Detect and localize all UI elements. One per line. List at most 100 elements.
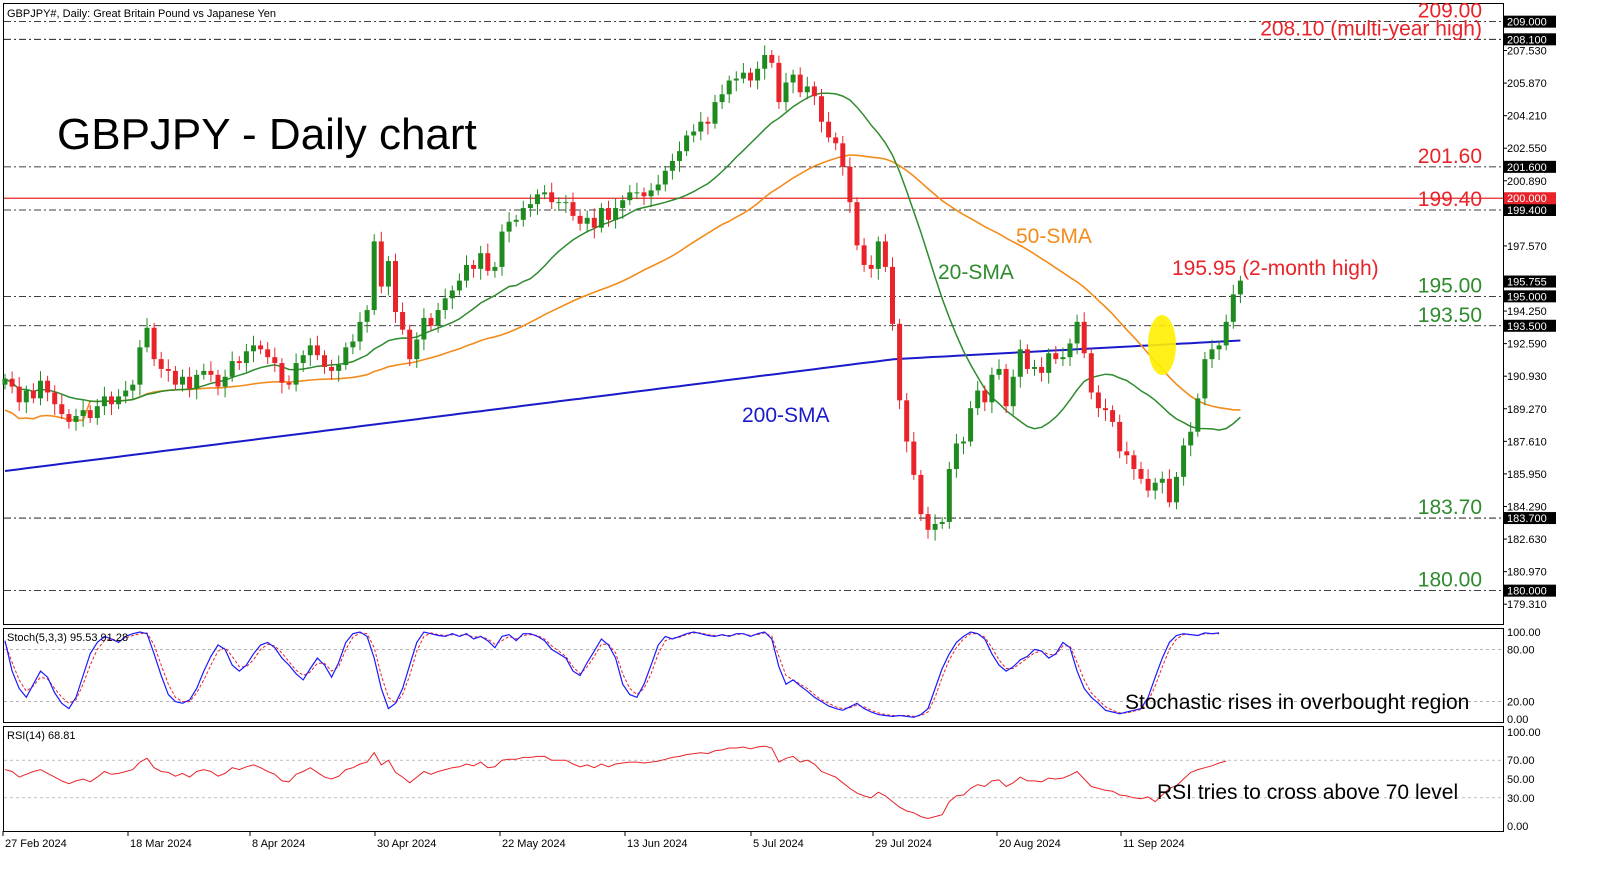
candle-bull (1216, 345, 1222, 350)
candle-bear (16, 386, 22, 403)
candle-bear (1138, 469, 1144, 479)
candle-bull (222, 376, 228, 387)
candle-bull (698, 121, 704, 132)
candle-bull (38, 380, 43, 399)
date-tick-label: 27 Feb 2024 (5, 838, 67, 850)
candle-bull (1060, 357, 1066, 360)
candle-bull (442, 298, 448, 311)
level-label: 193.50 (1418, 304, 1482, 327)
date-tick-label: 11 Sep 2024 (1123, 838, 1185, 850)
date-axis: 27 Feb 2024 18 Mar 2024 8 Apr 2024 30 Apr 2… (2, 831, 1185, 850)
candle-bull (627, 192, 633, 201)
candle-bull (691, 131, 697, 136)
candle-bull (996, 368, 1002, 375)
candle-bull (563, 202, 569, 204)
candle-bull (80, 410, 86, 417)
candle-bear (868, 264, 874, 269)
candle-bear (109, 396, 114, 405)
candle-bear (485, 253, 491, 271)
candle-bear (45, 380, 51, 393)
candle-bull (343, 347, 349, 366)
price-tick-label: 192.590 (1507, 339, 1547, 351)
stochastic-label: Stoch(5,3,3) 95.53 91.28 (7, 632, 128, 644)
stoch-tick-label: 20.00 (1507, 697, 1535, 709)
chart-title: GBPJPY - Daily chart (57, 110, 477, 159)
candle-bear (1131, 455, 1137, 469)
candle-bull (584, 217, 590, 224)
candle-bear (705, 121, 711, 124)
price-level-tag (1504, 33, 1556, 46)
symbol-info: GBPJPY#, Daily: Great Britain Pound vs J… (7, 8, 276, 20)
candle-bull (740, 72, 746, 79)
candle-bear (570, 202, 576, 216)
candle-bull (1209, 349, 1215, 360)
candle-bull (669, 160, 675, 171)
price-tick-label: 190.930 (1507, 371, 1547, 383)
candle-bear (59, 404, 65, 415)
candle-bear (9, 378, 15, 387)
candle-bull (542, 192, 548, 195)
candle-bear (236, 361, 242, 364)
candle-bear (1088, 353, 1094, 393)
candle-bear (87, 410, 93, 418)
candle-bull (336, 365, 342, 371)
candle-bull (456, 280, 462, 291)
date-tick-label: 18 Mar 2024 (130, 838, 192, 850)
candle-bear (407, 329, 413, 360)
candle-bull (598, 208, 604, 228)
price-tick-label: 185.950 (1507, 469, 1547, 481)
candle-bull (968, 408, 974, 442)
candle-bear (1103, 408, 1108, 411)
candle-bull (719, 94, 725, 103)
candle-bull (648, 190, 654, 197)
candle-bear (393, 261, 398, 313)
candle-bull (116, 396, 122, 405)
candle-bear (52, 392, 58, 405)
stoch-tick-label: 0.00 (1507, 714, 1528, 726)
price-level-tag-label: 180.000 (1507, 586, 1547, 598)
candle-bull (23, 390, 29, 403)
level-label: 209.00 (1418, 0, 1482, 23)
candle-bull (1174, 476, 1179, 503)
candle-bull (1074, 321, 1080, 344)
candle-bull (307, 345, 313, 356)
price-tick-label: 189.270 (1507, 404, 1547, 416)
candle-bear (606, 208, 611, 220)
candle-bear (549, 192, 555, 203)
price-axis: 207.530 205.870 204.210 202.550 200.890 197.5… (1503, 15, 1556, 611)
stoch-signal-line (4, 632, 1220, 717)
candle-bull (1152, 482, 1158, 491)
level-label: 208.10 (multi-year high) (1260, 17, 1482, 40)
candle-bull (953, 443, 959, 469)
candle-bull (243, 351, 249, 364)
price-level-tag (1504, 319, 1556, 332)
candle-bull (1067, 343, 1073, 358)
candle-bear (982, 390, 988, 403)
candle-bear (840, 143, 846, 167)
candle-bear (265, 349, 271, 358)
level-lines (4, 21, 1503, 592)
price-tick-label: 202.550 (1507, 143, 1547, 155)
candle-bull (229, 361, 235, 377)
stochastic-pane: 100.00 80.00 20.00 0.00 (4, 627, 1541, 726)
candle-bull (101, 396, 107, 407)
candle-bull (506, 221, 512, 232)
price-tick-label: 194.250 (1507, 306, 1547, 318)
candle-bull (194, 374, 200, 389)
date-tick-label: 20 Aug 2024 (999, 838, 1061, 850)
price-level-tag-label: 209.000 (1507, 17, 1547, 29)
candle-bull (1181, 445, 1187, 477)
candle-bear (1024, 349, 1030, 369)
candle-bull (790, 74, 796, 83)
candle-bear (279, 363, 285, 383)
candle-bull (385, 261, 391, 287)
candle-bull (201, 370, 207, 375)
candle-bear (66, 414, 72, 422)
candle-bull (357, 321, 363, 342)
candle-bull (2, 378, 8, 385)
candle-bear (1166, 478, 1172, 503)
candle-bear (286, 382, 292, 385)
candle-bear (151, 327, 157, 360)
rsi-tick-label: 0.00 (1507, 821, 1528, 833)
candle-bull (1046, 353, 1052, 373)
